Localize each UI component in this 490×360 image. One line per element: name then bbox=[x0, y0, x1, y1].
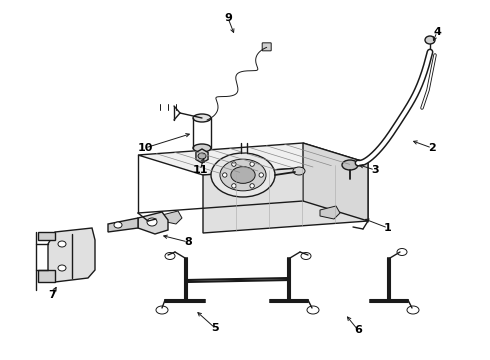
FancyBboxPatch shape bbox=[262, 43, 271, 51]
Text: 4: 4 bbox=[433, 27, 441, 37]
Ellipse shape bbox=[156, 306, 168, 314]
Ellipse shape bbox=[231, 167, 255, 183]
Circle shape bbox=[250, 162, 254, 166]
Ellipse shape bbox=[407, 306, 419, 314]
Circle shape bbox=[232, 162, 236, 166]
Polygon shape bbox=[38, 232, 55, 240]
Polygon shape bbox=[162, 211, 182, 224]
Polygon shape bbox=[320, 206, 340, 219]
Circle shape bbox=[232, 184, 236, 188]
Text: 9: 9 bbox=[224, 13, 232, 23]
Circle shape bbox=[259, 173, 264, 177]
Circle shape bbox=[222, 173, 227, 177]
Text: 5: 5 bbox=[211, 323, 219, 333]
Polygon shape bbox=[138, 143, 368, 175]
Ellipse shape bbox=[301, 252, 311, 260]
Ellipse shape bbox=[307, 306, 319, 314]
Ellipse shape bbox=[193, 114, 211, 122]
Ellipse shape bbox=[220, 159, 266, 191]
Ellipse shape bbox=[198, 153, 206, 159]
Ellipse shape bbox=[165, 252, 175, 260]
Polygon shape bbox=[48, 228, 95, 282]
Text: 8: 8 bbox=[184, 237, 192, 247]
Ellipse shape bbox=[425, 36, 435, 44]
Text: 1: 1 bbox=[384, 223, 392, 233]
Polygon shape bbox=[108, 218, 138, 232]
Polygon shape bbox=[138, 212, 168, 234]
Ellipse shape bbox=[211, 153, 275, 197]
Text: 6: 6 bbox=[354, 325, 362, 335]
Ellipse shape bbox=[114, 222, 122, 228]
Ellipse shape bbox=[58, 265, 66, 271]
Polygon shape bbox=[38, 270, 55, 282]
Ellipse shape bbox=[147, 218, 157, 226]
Polygon shape bbox=[303, 143, 368, 221]
Text: 11: 11 bbox=[192, 165, 208, 175]
Polygon shape bbox=[203, 163, 368, 233]
Text: 2: 2 bbox=[428, 143, 436, 153]
Text: 10: 10 bbox=[137, 143, 153, 153]
Ellipse shape bbox=[397, 248, 407, 256]
Ellipse shape bbox=[193, 144, 211, 152]
Ellipse shape bbox=[293, 167, 305, 175]
Text: 3: 3 bbox=[371, 165, 379, 175]
Polygon shape bbox=[196, 149, 208, 163]
Text: 7: 7 bbox=[48, 290, 56, 300]
Ellipse shape bbox=[58, 241, 66, 247]
Circle shape bbox=[250, 184, 254, 188]
Ellipse shape bbox=[342, 160, 358, 170]
